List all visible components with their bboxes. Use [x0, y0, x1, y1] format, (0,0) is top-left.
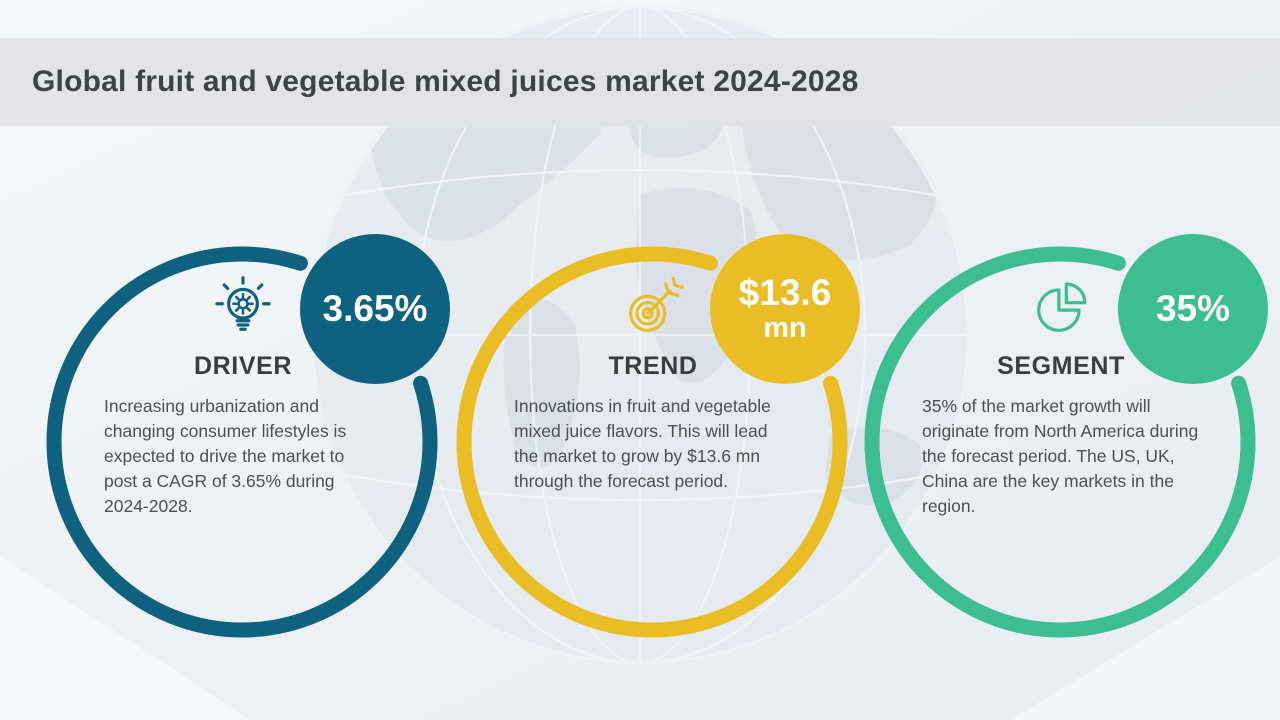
segment-card: 35% SEGMENT 35% of the market growth wil… — [858, 234, 1268, 660]
pie-chart-icon — [1027, 274, 1095, 342]
trend-ring — [456, 246, 848, 638]
segment-description: 35% of the market growth will originate … — [922, 396, 1199, 516]
trend-card: $13.6 mn TREND Innovations in fruit and … — [450, 234, 860, 660]
trend-stat-badge: $13.6 mn — [710, 234, 860, 384]
driver-stat-badge: 3.65% — [300, 234, 450, 384]
segment-stat-badge: 35% — [1118, 234, 1268, 384]
trend-stat-unit: mn — [763, 312, 807, 345]
page-title: Global fruit and vegetable mixed juices … — [32, 65, 859, 98]
segment-content: SEGMENT 35% of the market growth will or… — [922, 274, 1200, 519]
header-band: Global fruit and vegetable mixed juices … — [0, 38, 1280, 126]
trend-label: TREND — [608, 352, 698, 380]
trend-stat-value: $13.6 — [738, 272, 832, 314]
segment-stat-value: 35% — [1155, 287, 1231, 329]
target-arrow-icon — [619, 274, 687, 342]
driver-stat-value: 3.65% — [322, 287, 428, 329]
driver-content: DRIVER Increasing urbanization and chang… — [104, 274, 382, 519]
trend-description: Innovations in fruit and vegetable mixed… — [514, 396, 771, 491]
trend-content: TREND Innovations in fruit and vegetable… — [514, 274, 792, 494]
segment-label: SEGMENT — [997, 352, 1125, 380]
driver-ring — [46, 246, 438, 638]
driver-label: DRIVER — [193, 352, 293, 380]
driver-description: Increasing urbanization and changing con… — [104, 396, 347, 516]
segment-ring — [864, 246, 1256, 638]
lightbulb-gear-icon — [209, 274, 277, 342]
driver-card: 3.65% — [40, 234, 450, 660]
